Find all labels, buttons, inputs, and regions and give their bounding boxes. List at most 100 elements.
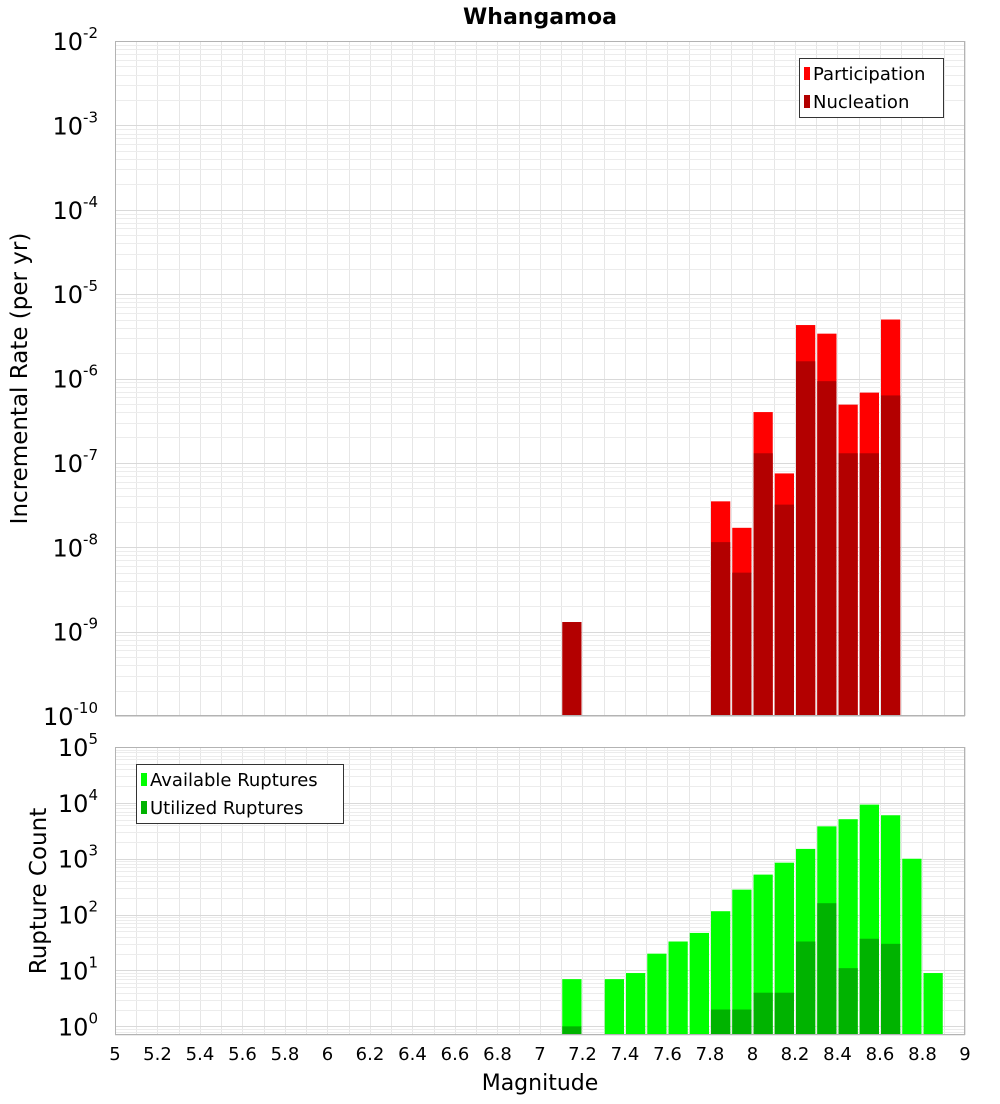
bar-utilized-ruptures [796, 941, 816, 1035]
grid [115, 41, 966, 717]
legend-label: Utilized Ruptures [150, 798, 303, 819]
y-tick-exponent: -10 [74, 699, 99, 717]
bar-nucleation [796, 361, 816, 716]
y-tick-label: 102 [58, 898, 98, 930]
y-tick-base: 10 [52, 619, 83, 647]
legend-swatch [804, 67, 810, 80]
bar-available-ruptures [711, 911, 731, 1035]
bar-nucleation [881, 395, 901, 716]
bar-nucleation [753, 453, 773, 716]
y-tick-exponent: 3 [88, 842, 98, 860]
x-tick-label: 7.6 [653, 1044, 682, 1065]
bar-nucleation [732, 572, 752, 716]
x-tick-label: 6.6 [441, 1044, 470, 1065]
y-tick-exponent: -6 [83, 362, 98, 380]
y-tick-base: 10 [52, 450, 83, 478]
bars [562, 319, 901, 716]
y-tick-exponent: 4 [88, 786, 98, 804]
y-tick-base: 10 [52, 534, 83, 562]
y-tick-exponent: 5 [88, 730, 98, 748]
x-tick-label: 5.6 [228, 1044, 257, 1065]
x-tick-label: 7.8 [696, 1044, 725, 1065]
bar-nucleation [774, 504, 794, 716]
bar-utilized-ruptures [881, 943, 901, 1035]
legend-box [799, 58, 944, 118]
legend-swatch [804, 95, 810, 108]
legend-swatch [141, 773, 147, 786]
bar-utilized-ruptures [711, 1009, 731, 1035]
bar-available-ruptures [902, 858, 922, 1035]
legend-label: Participation [813, 64, 925, 85]
y-tick-base: 10 [52, 197, 83, 225]
y-tick-label: 103 [58, 842, 98, 874]
y-tick-label: 10-2 [52, 24, 98, 56]
x-tick-label: 5.4 [186, 1044, 215, 1065]
bars [562, 804, 943, 1035]
y-tick-exponent: 0 [88, 1009, 98, 1027]
x-tick-label: 7.4 [611, 1044, 640, 1065]
x-tick-label: 8.4 [823, 1044, 852, 1065]
x-tick-label: 8.6 [866, 1044, 895, 1065]
x-tick-label: 6.8 [483, 1044, 512, 1065]
x-tick-label: 8 [747, 1044, 758, 1065]
y-tick-base: 10 [52, 28, 83, 56]
y-tick-base: 10 [43, 703, 74, 731]
y-tick-base: 10 [58, 790, 89, 818]
x-tick-label: 5.8 [271, 1044, 300, 1065]
chart-title: Whangamoa [463, 5, 617, 30]
y-tick-exponent: -7 [83, 446, 98, 464]
bar-utilized-ruptures [838, 968, 858, 1035]
bar-utilized-ruptures [562, 1026, 582, 1035]
y-tick-exponent: -9 [83, 615, 98, 633]
bar-nucleation [711, 542, 731, 716]
y-tick-label: 105 [58, 730, 98, 762]
bar-utilized-ruptures [732, 1009, 752, 1035]
y-tick-label: 10-9 [52, 615, 98, 647]
legend-label: Nucleation [813, 92, 909, 113]
x-tick-label: 7 [534, 1044, 545, 1065]
y-tick-base: 10 [58, 902, 89, 930]
y-tick-exponent: -5 [83, 277, 98, 295]
bar-available-ruptures [774, 862, 794, 1035]
y-tick-base: 10 [58, 734, 89, 762]
bar-available-ruptures [562, 979, 582, 1035]
y-tick-label: 104 [58, 786, 98, 818]
y-tick-base: 10 [58, 1013, 89, 1041]
legend-swatch [141, 801, 147, 814]
y-tick-label: 100 [58, 1009, 98, 1041]
y-tick-exponent: -4 [83, 193, 98, 211]
x-tick-label: 7.2 [568, 1044, 597, 1065]
y-axis-label: Rupture Count [26, 808, 52, 974]
x-axis-label: Magnitude [482, 1071, 599, 1096]
bar-available-ruptures [626, 973, 646, 1035]
y-tick-label: 101 [58, 953, 98, 985]
x-tick-label: 5.2 [143, 1044, 172, 1065]
x-tick-label: 8.2 [781, 1044, 810, 1065]
y-tick-exponent: 2 [88, 898, 98, 916]
y-tick-exponent: 1 [88, 953, 98, 971]
y-tick-base: 10 [52, 281, 83, 309]
x-tick-label: 8.8 [908, 1044, 937, 1065]
y-tick-label: 10-6 [52, 362, 98, 394]
legend-box [136, 764, 344, 824]
plot-border [115, 41, 965, 716]
bar-nucleation [562, 622, 582, 716]
bar-available-ruptures [668, 941, 688, 1035]
y-tick-base: 10 [52, 366, 83, 394]
bar-nucleation [838, 453, 858, 716]
bar-nucleation [817, 381, 837, 716]
bar-utilized-ruptures [774, 992, 794, 1035]
y-tick-base: 10 [58, 957, 89, 985]
x-tick-label: 9 [959, 1044, 970, 1065]
bar-available-ruptures [732, 889, 752, 1035]
x-tick-label: 6 [322, 1044, 333, 1065]
bar-available-ruptures [604, 979, 624, 1035]
y-tick-label: 10-4 [52, 193, 98, 225]
x-tick-label: 6.4 [398, 1044, 427, 1065]
bar-utilized-ruptures [817, 903, 837, 1035]
x-tick-label: 6.2 [356, 1044, 385, 1065]
bar-utilized-ruptures [753, 992, 773, 1035]
